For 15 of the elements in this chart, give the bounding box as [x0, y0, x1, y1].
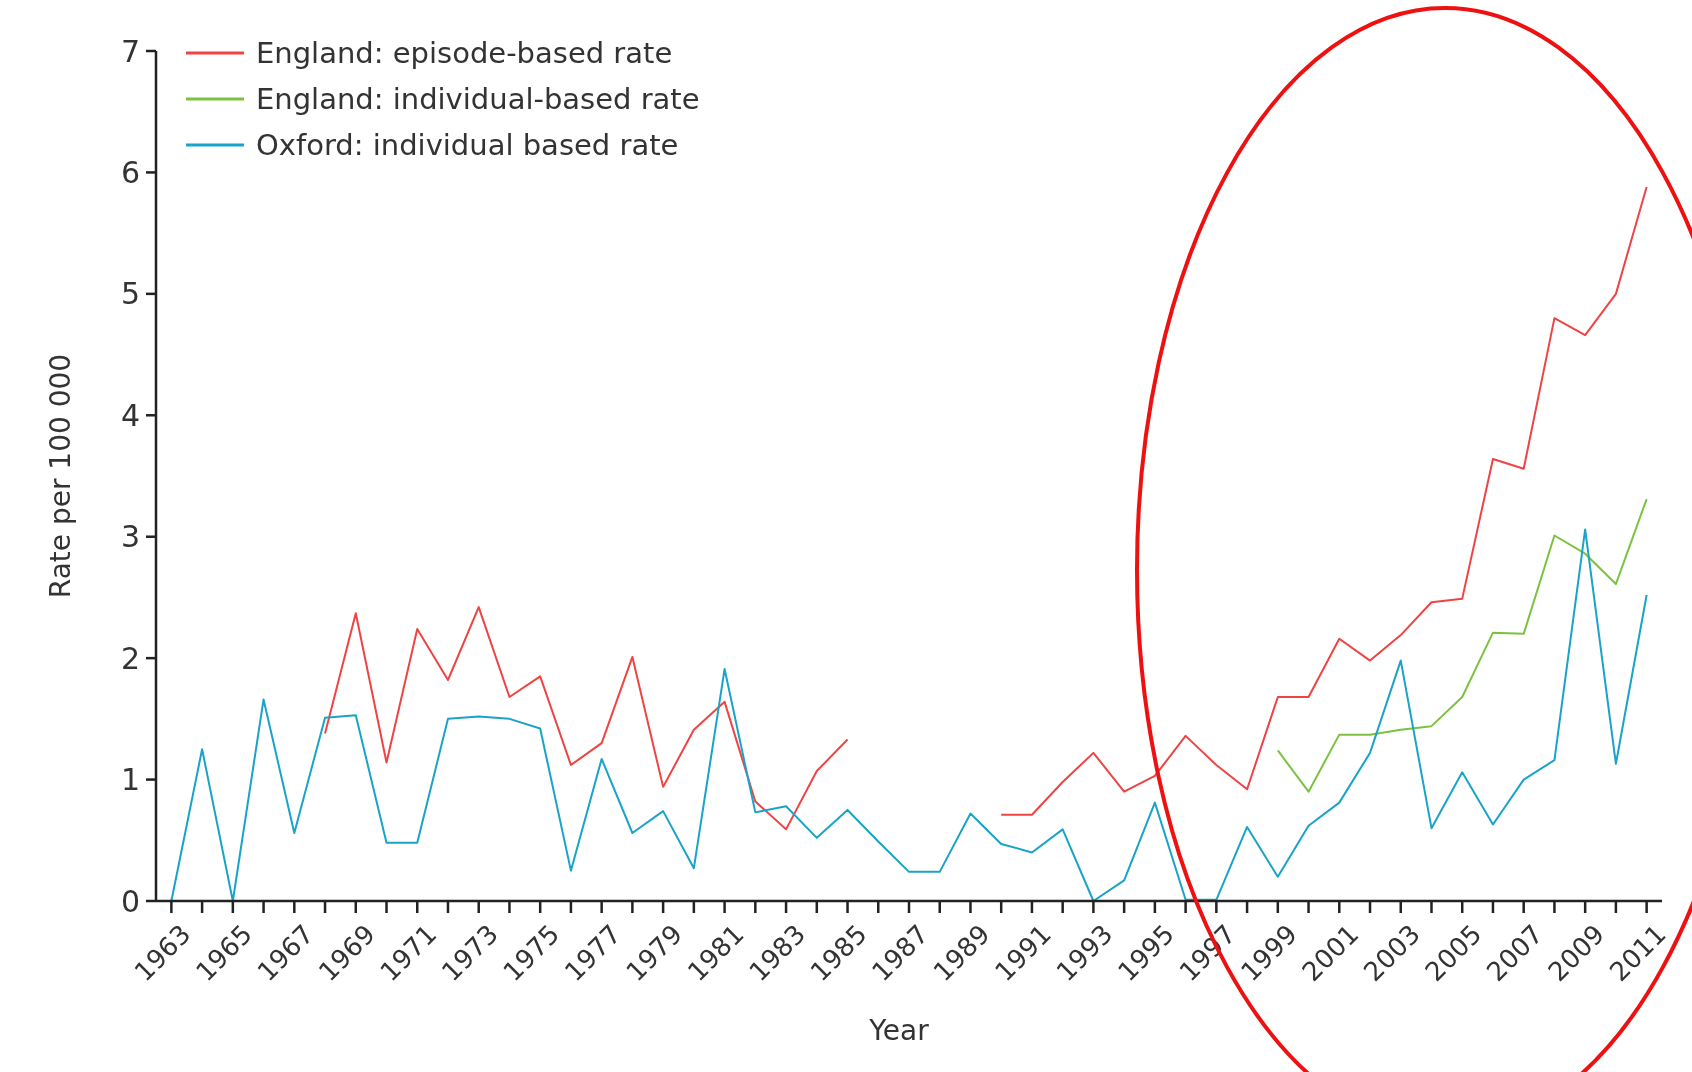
y-tick-label: 4 [120, 397, 140, 433]
y-tick-label: 2 [120, 640, 140, 676]
legend-label: England: individual-based rate [256, 82, 700, 117]
legend-label: Oxford: individual based rate [256, 128, 679, 163]
y-tick-label: 5 [120, 276, 140, 312]
y-tick-label: 1 [120, 762, 140, 798]
y-tick-label: 7 [120, 33, 140, 69]
y-axis-title: Rate per 100 000 [44, 353, 77, 599]
y-tick-label: 6 [120, 154, 140, 190]
x-axis-title: Year [868, 1014, 930, 1047]
legend-label: England: episode-based rate [256, 36, 673, 71]
line-series [170, 528, 1648, 902]
y-tick-label: 3 [120, 519, 140, 555]
y-tick-label: 0 [120, 883, 140, 919]
line-series [1276, 498, 1648, 793]
